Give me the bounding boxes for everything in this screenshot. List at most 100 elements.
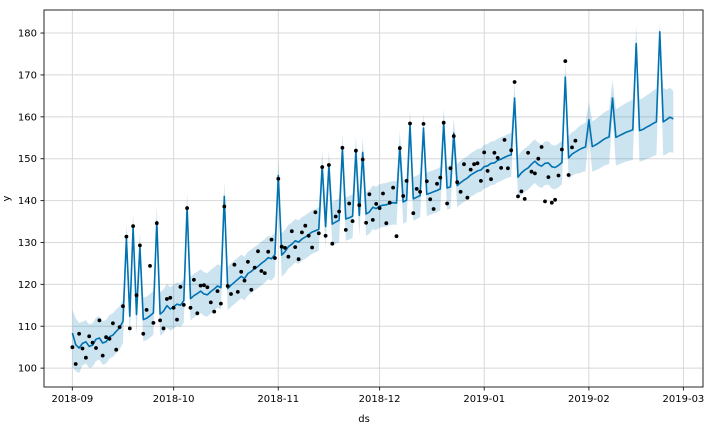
observed-point	[283, 246, 287, 250]
observed-point	[175, 317, 179, 322]
observed-point	[370, 218, 375, 222]
observed-point	[387, 200, 392, 205]
observed-point	[219, 301, 223, 306]
observed-point	[441, 120, 446, 125]
x-tick-label: 2019-03	[663, 394, 705, 405]
observed-point	[536, 156, 541, 161]
observed-point	[266, 249, 271, 254]
observed-point	[414, 187, 419, 191]
observed-point	[546, 175, 551, 180]
observed-point	[492, 150, 497, 155]
observed-point	[84, 355, 88, 360]
observed-point	[303, 223, 308, 228]
observed-point	[232, 262, 237, 267]
observed-point	[479, 179, 483, 183]
observed-point	[495, 156, 500, 160]
observed-point	[296, 257, 301, 262]
observed-point	[570, 145, 574, 150]
observed-point	[543, 199, 547, 204]
observed-point	[205, 285, 210, 290]
observed-point	[127, 326, 132, 331]
observed-point	[225, 284, 230, 288]
y-tick-label: 140	[18, 196, 37, 207]
observed-point	[431, 207, 436, 211]
observed-point	[117, 325, 122, 329]
observed-point	[90, 340, 95, 345]
observed-point	[192, 277, 196, 282]
observed-point	[401, 194, 406, 198]
observed-point	[94, 346, 98, 350]
observed-point	[519, 189, 524, 194]
observed-point	[246, 259, 250, 264]
observed-point	[394, 234, 399, 239]
observed-point	[526, 150, 530, 155]
y-tick-label: 130	[18, 238, 37, 249]
x-tick-label: 2018-11	[257, 394, 299, 405]
observed-point	[188, 305, 193, 310]
observed-point	[367, 192, 372, 197]
observed-point	[489, 177, 493, 182]
observed-point	[411, 211, 416, 216]
observed-point	[104, 335, 108, 340]
plot-border	[43, 9, 704, 388]
observed-point	[553, 197, 557, 202]
observed-point	[458, 189, 463, 194]
observed-point	[202, 283, 206, 288]
observed-point	[107, 336, 112, 341]
observed-point	[333, 214, 338, 219]
observed-point	[465, 195, 470, 200]
observed-point	[347, 201, 352, 206]
observed-point	[195, 311, 200, 316]
observed-point	[235, 290, 240, 294]
observed-point	[445, 201, 449, 206]
observed-point	[418, 189, 422, 194]
observed-point	[533, 171, 537, 176]
observed-point	[151, 321, 156, 325]
observed-point	[259, 269, 264, 273]
observed-point	[455, 180, 460, 185]
observed-point	[310, 245, 314, 250]
observed-point	[468, 167, 473, 172]
observed-point	[539, 145, 544, 149]
observed-point	[249, 287, 254, 292]
observed-point	[374, 202, 379, 206]
observed-point	[212, 309, 217, 314]
x-tick-label: 2018-10	[153, 394, 195, 405]
observed-point	[482, 150, 487, 155]
x-tick-label: 2018-09	[51, 394, 93, 405]
observed-point	[377, 206, 382, 211]
observed-point	[451, 134, 456, 139]
y-tick-label: 100	[18, 364, 37, 375]
observed-point	[134, 293, 139, 298]
observed-point	[556, 173, 561, 178]
observed-point	[97, 318, 102, 323]
observed-point	[185, 206, 190, 211]
observed-point	[384, 221, 389, 226]
observed-point	[563, 59, 568, 63]
observed-point	[239, 269, 244, 274]
observed-point	[100, 353, 105, 358]
y-tick-label: 150	[18, 154, 37, 165]
observed-point	[154, 221, 159, 226]
observed-point	[438, 175, 443, 180]
observed-point	[114, 347, 119, 352]
observed-point	[252, 265, 257, 270]
observed-point	[165, 297, 169, 301]
observed-point	[354, 148, 358, 153]
observed-point	[161, 326, 166, 331]
observed-point	[421, 122, 426, 126]
observed-point	[208, 300, 213, 305]
observed-point	[512, 80, 517, 84]
observed-point	[506, 166, 510, 171]
y-tick-label: 170	[18, 70, 37, 81]
observed-point	[229, 292, 233, 296]
observed-point	[350, 219, 355, 224]
observed-point	[485, 169, 490, 173]
observed-point	[313, 210, 318, 215]
x-tick-label: 2019-01	[463, 394, 505, 405]
observed-point	[320, 165, 325, 170]
observed-point	[121, 304, 125, 309]
observed-point	[198, 283, 203, 288]
observed-point	[475, 161, 480, 166]
observed-point	[340, 145, 345, 150]
